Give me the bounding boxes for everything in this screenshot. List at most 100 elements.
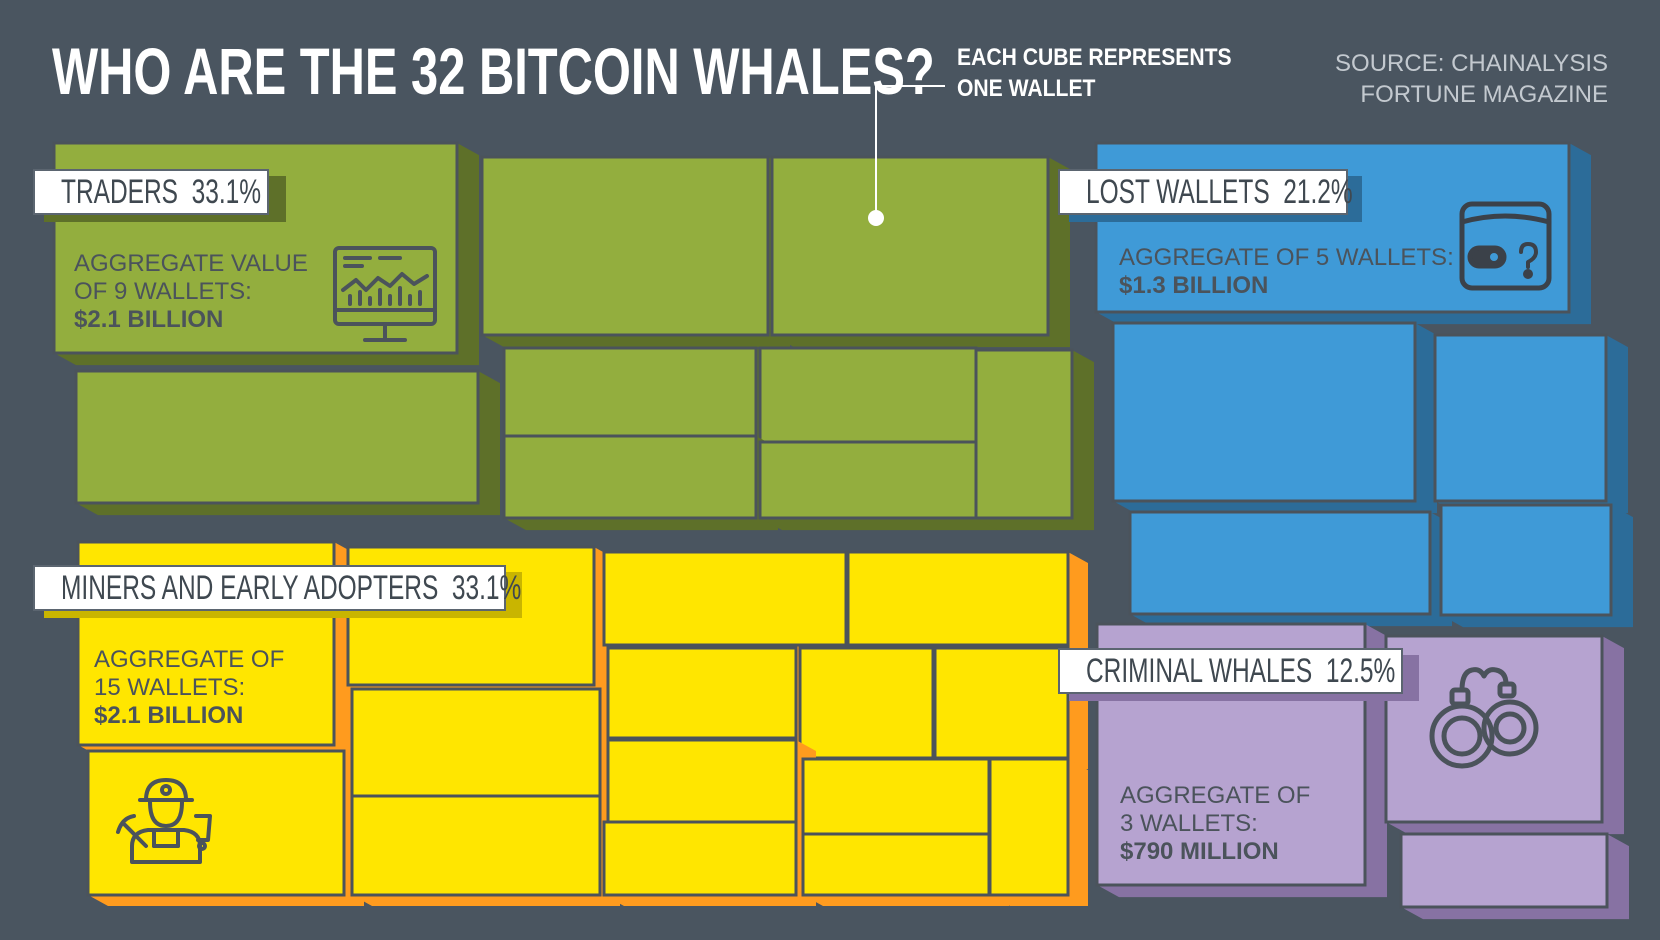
miners-cube-face xyxy=(846,550,1070,647)
lost-wallets-group xyxy=(1094,141,1633,628)
traders-wallet-cube-5 xyxy=(758,346,998,455)
criminal-aggregate: AGGREGATE OF 3 WALLETS: $790 MILLION xyxy=(1120,782,1310,866)
miners-wallet-cube-11 xyxy=(606,738,816,833)
miners-cube-face xyxy=(602,550,848,647)
lost-cube-side xyxy=(1441,505,1633,628)
source-credit: SOURCE: CHAINALYSIS FORTUNE MAGAZINE xyxy=(1335,48,1608,110)
miners-cube-face xyxy=(602,820,798,897)
traders-wallet-cube-8 xyxy=(974,348,1094,531)
traders-cube-side xyxy=(976,350,1094,531)
traders-cube-face xyxy=(770,155,1050,337)
miners-aggregate: AGGREGATE OF 15 WALLETS: $2.1 BILLION xyxy=(94,646,284,730)
traders-wallet-cube-2 xyxy=(480,155,790,348)
miners-cube-side xyxy=(604,822,816,906)
miners-cube-side xyxy=(803,834,1009,906)
miners-agg-line-2: 15 WALLETS: xyxy=(94,674,246,701)
miners-name: MINERS AND EARLY ADOPTERS xyxy=(61,569,439,607)
miners-cube-face xyxy=(350,794,602,897)
miners-wallet-cube-9 xyxy=(798,646,953,769)
miners-cube-face xyxy=(801,832,991,897)
traders-cube-face xyxy=(758,346,978,444)
miners-wallet-cube-4 xyxy=(350,687,620,807)
traders-aggregate: AGGREGATE VALUE OF 9 WALLETS: $2.1 BILLI… xyxy=(74,250,308,334)
traders-cube-side xyxy=(504,436,778,531)
criminal-cube-face xyxy=(1399,832,1609,909)
traders-agg-line-1: AGGREGATE VALUE xyxy=(74,250,308,277)
traders-label: TRADERS 33.1% xyxy=(33,169,269,215)
miners-cube-face xyxy=(606,646,798,740)
lost-wallet-cube-3 xyxy=(1433,333,1628,514)
miners-wallet-cube-5 xyxy=(350,794,620,906)
miners-cube-face xyxy=(606,738,798,824)
criminal-cube-side xyxy=(1401,834,1629,920)
lost-aggregate: AGGREGATE OF 5 WALLETS: $1.3 BILLION xyxy=(1119,244,1454,300)
miners-share: 33.1% xyxy=(451,569,522,607)
lost-cube-face xyxy=(1439,503,1613,617)
miners-label: MINERS AND EARLY ADOPTERS 33.1% xyxy=(33,565,521,611)
lost-cube-face xyxy=(1128,510,1432,616)
miners-wallet-cube-8 xyxy=(606,646,816,749)
miners-agg-value: $2.1 BILLION xyxy=(94,702,244,729)
traders-cube-face xyxy=(974,348,1074,520)
lost-agg-line-1: AGGREGATE OF 5 WALLETS: xyxy=(1119,244,1454,271)
traders-cube-side xyxy=(760,442,998,531)
miners-wallet-cube-6 xyxy=(602,550,866,656)
lost-name: LOST WALLETS xyxy=(1086,173,1270,211)
traders-wallet-cube-9 xyxy=(74,369,500,516)
miners-wallet-cube-14 xyxy=(801,832,1009,906)
traders-share: 33.1% xyxy=(191,173,262,211)
traders-wallet-cube-3 xyxy=(770,155,1070,348)
lost-wallets-label: LOST WALLETS 21.2% xyxy=(1058,169,1353,215)
trading-monitor-icon xyxy=(333,246,437,342)
traders-agg-value: $2.1 BILLION xyxy=(74,306,224,333)
source-line-2: FORTUNE MAGAZINE xyxy=(1360,81,1608,108)
criminal-name: CRIMINAL WHALES xyxy=(1086,652,1313,690)
lost-cube-side xyxy=(1435,335,1628,514)
traders-name: TRADERS xyxy=(61,173,178,211)
miners-wallet-cube-2 xyxy=(86,749,364,906)
source-line-1: SOURCE: CHAINALYSIS xyxy=(1335,50,1608,77)
miners-cube-face xyxy=(798,646,935,760)
lost-cube-face xyxy=(1433,333,1608,503)
miners-cube-face xyxy=(933,646,1070,760)
lost-cube-face xyxy=(1111,321,1417,503)
callout-pointer xyxy=(868,85,945,226)
cube-legend-line-2: ONE WALLET xyxy=(957,75,1096,102)
cube-legend-line-1: EACH CUBE REPRESENTS xyxy=(957,44,1232,71)
traders-wallet-cube-4 xyxy=(502,346,778,449)
miners-cube-face xyxy=(801,757,991,836)
miners-agg-line-1: AGGREGATE OF xyxy=(94,646,285,673)
miner-icon xyxy=(116,778,212,864)
traders-cube-face xyxy=(480,155,770,337)
criminal-label: CRIMINAL WHALES 12.5% xyxy=(1058,648,1403,694)
miners-cube-face xyxy=(86,749,346,897)
traders-wallet-cube-6 xyxy=(502,434,778,531)
lost-wallet-cube-2 xyxy=(1111,321,1437,514)
miners-wallet-cube-13 xyxy=(801,757,1009,845)
traders-wallet-group xyxy=(52,141,1094,531)
criminal-share: 12.5% xyxy=(1325,652,1396,690)
page-title: WHO ARE THE 32 BITCOIN WHALES? xyxy=(52,34,935,108)
traders-cube-face xyxy=(502,434,758,520)
wallet-question-icon xyxy=(1459,201,1552,291)
handcuffs-icon xyxy=(1429,667,1539,769)
criminal-wallet-cube-3 xyxy=(1399,832,1629,920)
lost-wallet-cube-5 xyxy=(1439,503,1633,628)
traders-cube-face xyxy=(74,369,480,505)
traders-wallet-cube-7 xyxy=(758,440,998,531)
lost-wallet-cube-4 xyxy=(1128,510,1452,627)
miners-cube-face xyxy=(350,687,602,798)
miners-wallet-cube-7 xyxy=(846,550,1088,656)
criminal-agg-line-2: 3 WALLETS: xyxy=(1120,810,1258,837)
miners-wallet-cube-12 xyxy=(602,820,816,906)
cube-legend-note: EACH CUBE REPRESENTS ONE WALLET xyxy=(957,42,1232,104)
criminal-agg-value: $790 MILLION xyxy=(1120,838,1279,865)
traders-agg-line-2: OF 9 WALLETS: xyxy=(74,278,252,305)
criminal-agg-line-1: AGGREGATE OF xyxy=(1120,782,1311,809)
lost-agg-value: $1.3 BILLION xyxy=(1119,272,1269,299)
traders-cube-face xyxy=(502,346,758,438)
miners-cube-face xyxy=(988,757,1070,897)
lost-share: 21.2% xyxy=(1283,173,1353,211)
traders-cube-face xyxy=(758,440,978,520)
